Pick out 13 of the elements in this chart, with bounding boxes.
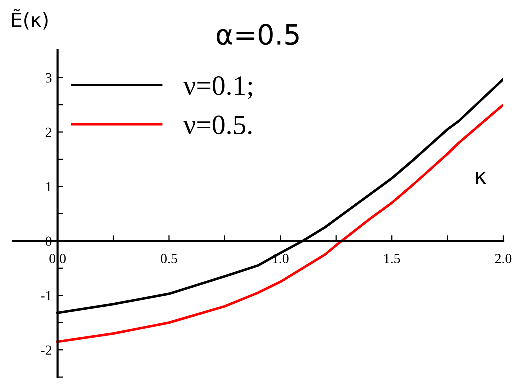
x-axis-title: κ (476, 172, 487, 185)
legend-label: ν=0.5. (184, 116, 252, 135)
y-tick-label: 3 (46, 73, 52, 83)
x-tick-label: 0.5 (161, 254, 178, 264)
x-tick-label: 1.5 (384, 254, 400, 264)
y-tick-label: -1 (41, 291, 52, 300)
y-tick-label: 1 (46, 182, 52, 192)
y-tick-label: -2 (41, 346, 52, 355)
legend-label: ν=0.1; (184, 76, 252, 100)
chart-title: α=0.5 (217, 24, 299, 46)
x-tick-label: 2.0 (495, 254, 512, 264)
y-axis-title: Ẽ(κ) (12, 9, 48, 30)
y-tick-label: 2 (46, 128, 52, 138)
